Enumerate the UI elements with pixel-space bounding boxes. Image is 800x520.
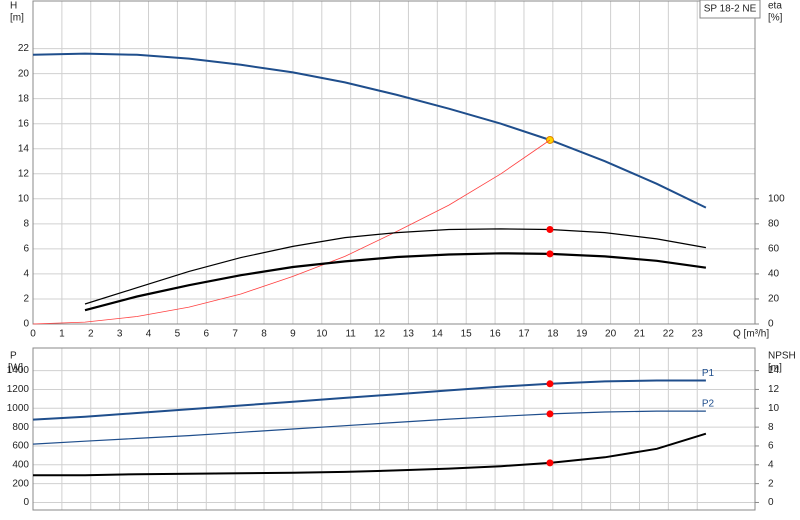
y2-tick-label: 14 bbox=[768, 365, 780, 376]
x-tick-label: 4 bbox=[146, 329, 152, 340]
y-tick-label: 18 bbox=[18, 93, 30, 104]
y-tick-label: 400 bbox=[12, 459, 29, 470]
y2-tick-label: 40 bbox=[768, 269, 780, 280]
x-tick-label: 13 bbox=[403, 329, 415, 340]
axis-label: H bbox=[10, 1, 17, 12]
series-line bbox=[84, 228, 707, 305]
y-tick-label: 14 bbox=[18, 143, 30, 154]
operating-point bbox=[546, 459, 554, 467]
y-tick-label: 20 bbox=[18, 68, 30, 79]
x-tick-label: 20 bbox=[605, 329, 617, 340]
axis-label: eta bbox=[768, 1, 782, 12]
x-tick-label: 10 bbox=[316, 329, 328, 340]
y2-tick-label: 60 bbox=[768, 244, 780, 255]
y-tick-label: 10 bbox=[18, 193, 30, 204]
x-tick-label: 8 bbox=[261, 329, 267, 340]
y-tick-label: 1000 bbox=[7, 403, 30, 414]
plot-frame bbox=[32, 0, 756, 325]
series-line bbox=[84, 252, 707, 312]
operating-point bbox=[546, 250, 554, 258]
legend-box bbox=[699, 0, 761, 19]
x-tick-label: 11 bbox=[345, 329, 356, 340]
y2-tick-label: 6 bbox=[768, 441, 774, 452]
operating-point bbox=[546, 225, 554, 233]
y2-tick-label: 0 bbox=[768, 497, 774, 508]
y-tick-label: 6 bbox=[23, 244, 29, 255]
y-tick-label: 600 bbox=[12, 441, 29, 452]
x-tick-label: 9 bbox=[290, 329, 296, 340]
y-tick-label: 22 bbox=[18, 43, 30, 54]
x-tick-label: 23 bbox=[692, 329, 704, 340]
y2-tick-label: 100 bbox=[768, 193, 785, 204]
y2-tick-label: 8 bbox=[768, 422, 774, 433]
y2-tick-label: 12 bbox=[768, 384, 780, 395]
axis-label: [%] bbox=[768, 13, 783, 24]
operating-point bbox=[546, 380, 554, 388]
x-tick-label: 21 bbox=[634, 329, 646, 340]
x-tick-label: 7 bbox=[232, 329, 238, 340]
y-tick-label: 0 bbox=[23, 319, 29, 330]
x-tick-label: 16 bbox=[490, 329, 502, 340]
series-label: P1 bbox=[702, 368, 715, 379]
x-tick-label: 5 bbox=[175, 329, 181, 340]
x-tick-label: 1 bbox=[59, 329, 65, 340]
legend-label: SP 18-2 NE bbox=[704, 4, 757, 15]
y2-tick-label: 4 bbox=[768, 459, 774, 470]
y-tick-label: 12 bbox=[18, 168, 30, 179]
y-tick-label: 16 bbox=[18, 118, 30, 129]
y-tick-label: 8 bbox=[23, 218, 29, 229]
y-tick-label: 0 bbox=[23, 497, 29, 508]
x-tick-label: 3 bbox=[117, 329, 123, 340]
series-line bbox=[33, 432, 707, 477]
x-tick-label: 17 bbox=[518, 329, 530, 340]
axis-label: [m] bbox=[10, 13, 24, 24]
y2-tick-label: 20 bbox=[768, 294, 780, 305]
y2-tick-label: 0 bbox=[768, 319, 774, 330]
x-tick-label: 19 bbox=[576, 329, 588, 340]
y-tick-label: 1400 bbox=[7, 365, 30, 376]
series-line bbox=[32, 52, 707, 209]
y-tick-label: 1200 bbox=[7, 384, 30, 395]
plot-frame bbox=[32, 347, 756, 511]
x-tick-label: 22 bbox=[663, 329, 675, 340]
axis-label: [m] bbox=[768, 363, 782, 374]
y2-tick-label: 2 bbox=[768, 478, 774, 489]
y-tick-label: 2 bbox=[23, 294, 29, 305]
series-line bbox=[32, 379, 706, 421]
y-tick-label: 800 bbox=[12, 422, 29, 433]
series-label: P2 bbox=[702, 399, 715, 410]
axis-label: P bbox=[10, 351, 17, 362]
y-tick-label: 200 bbox=[12, 478, 29, 489]
x-tick-label: 18 bbox=[547, 329, 559, 340]
series-line bbox=[32, 139, 551, 325]
x-tick-label: 12 bbox=[374, 329, 386, 340]
axis-label: [W] bbox=[8, 363, 23, 374]
series-line bbox=[32, 410, 706, 445]
x-tick-label: 15 bbox=[461, 329, 473, 340]
x-tick-label: 2 bbox=[88, 329, 94, 340]
y2-tick-label: 10 bbox=[768, 403, 780, 414]
axis-label: NPSH bbox=[768, 351, 796, 362]
x-tick-label: 6 bbox=[203, 329, 209, 340]
x-tick-label: 14 bbox=[432, 329, 444, 340]
x-tick-label: 0 bbox=[30, 329, 36, 340]
x-axis-label: Q [m³/h] bbox=[733, 329, 769, 340]
operating-point bbox=[546, 410, 554, 418]
y-tick-label: 4 bbox=[23, 269, 29, 280]
y2-tick-label: 80 bbox=[768, 218, 780, 229]
